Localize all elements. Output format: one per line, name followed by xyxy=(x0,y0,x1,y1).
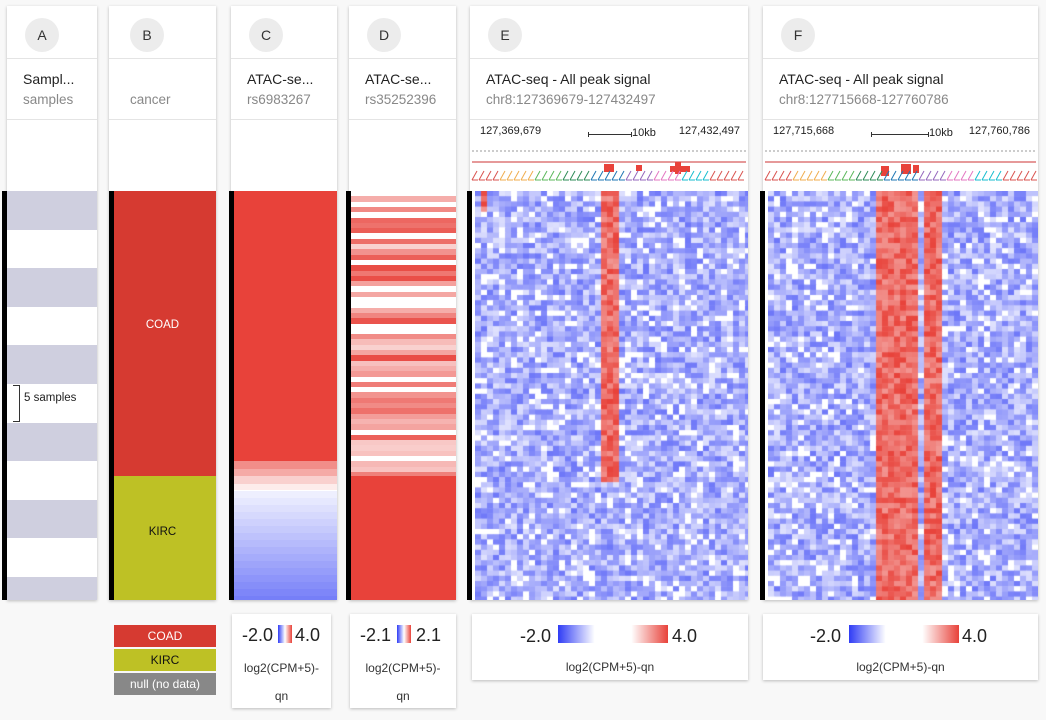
column-badge[interactable]: A xyxy=(25,18,59,52)
column-rs6983267[interactable]: C ATAC-se... rs6983267 xyxy=(231,6,337,600)
cancer-kirc-label: KIRC xyxy=(148,526,177,538)
column-peak-signal-e[interactable]: E ATAC-seq - All peak signal chr8:127369… xyxy=(470,6,748,600)
column-subtitle: rs6983267 xyxy=(247,92,311,107)
column-title: Sampl... xyxy=(23,71,75,87)
heatmap-rs35252396[interactable] xyxy=(349,191,456,600)
legend-max: 4.0 xyxy=(962,626,988,646)
group-bar xyxy=(760,191,765,600)
group-bar xyxy=(229,191,234,600)
gene-track[interactable] xyxy=(763,144,1038,191)
legend-gradient xyxy=(397,625,411,643)
cancer-coad-label: COAD xyxy=(145,319,180,331)
column-badge[interactable]: B xyxy=(130,18,164,52)
column-title: ATAC-seq - All peak signal xyxy=(486,71,651,87)
legend-gradient xyxy=(278,625,292,643)
legend-item-kirc[interactable]: KIRC xyxy=(114,649,216,671)
track-start-coord: 127,369,679 xyxy=(480,125,542,137)
scale-bar xyxy=(871,132,929,137)
track-end-coord: 127,760,786 xyxy=(968,125,1030,137)
legend-label-cont: qn xyxy=(274,689,289,703)
legend-peak-signal-e: -2.0 4.0 log2(CPM+5)-qn xyxy=(472,614,748,680)
samples-stripes[interactable] xyxy=(7,191,97,600)
group-bar xyxy=(2,191,7,600)
column-title: ATAC-se... xyxy=(365,71,432,87)
gene-track[interactable] xyxy=(470,144,748,191)
column-badge[interactable]: C xyxy=(249,18,283,52)
legend-item-null[interactable]: null (no data) xyxy=(114,673,216,695)
column-cancer[interactable]: B cancer COAD KIRC xyxy=(109,6,216,600)
legend-cancer: COAD KIRC null (no data) xyxy=(114,625,216,699)
legend-gradient xyxy=(558,625,668,643)
scale-bar xyxy=(588,132,632,137)
column-subtitle: samples xyxy=(23,92,74,107)
legend-min: -2.0 xyxy=(520,626,552,646)
cancer-coad-block[interactable]: COAD xyxy=(109,191,216,476)
legend-min: -2.0 xyxy=(242,625,274,645)
legend-label: log2(CPM+5)-qn xyxy=(565,660,655,674)
legend-label: log2(CPM+5)- xyxy=(243,661,320,675)
legend-label: log2(CPM+5)-qn xyxy=(856,660,945,674)
legend-label: log2(CPM+5)- xyxy=(365,661,441,675)
cancer-kirc-block[interactable]: KIRC xyxy=(109,476,216,600)
track-end-coord: 127,432,497 xyxy=(678,125,740,137)
legend-gradient xyxy=(849,625,959,643)
column-badge[interactable]: D xyxy=(367,18,401,52)
legend-max: 4.0 xyxy=(295,625,321,645)
column-samples[interactable]: A Sampl... samples 5 samples xyxy=(7,6,97,600)
column-peak-signal-f[interactable]: F ATAC-seq - All peak signal chr8:127715… xyxy=(763,6,1038,600)
group-bar xyxy=(467,191,472,600)
column-rs35252396[interactable]: D ATAC-se... rs35252396 xyxy=(349,6,456,600)
heatmap-rs6983267[interactable] xyxy=(231,191,337,600)
heatmap-peak-signal-e[interactable] xyxy=(475,191,748,600)
column-subtitle: chr8:127369679-127432497 xyxy=(486,92,656,107)
column-title: ATAC-seq - All peak signal xyxy=(779,71,944,87)
column-title: ATAC-se... xyxy=(247,71,314,87)
legend-rs35252396: -2.1 2.1 log2(CPM+5)- qn xyxy=(350,614,456,708)
samples-bracket xyxy=(13,385,20,422)
column-subtitle: cancer xyxy=(130,92,171,107)
group-bar xyxy=(346,191,351,600)
heatmap-peak-signal-f[interactable] xyxy=(768,191,1038,600)
column-subtitle: rs35252396 xyxy=(365,92,437,107)
samples-annotation: 5 samples xyxy=(24,392,77,404)
scale-bar-label: 10kb xyxy=(632,127,656,139)
group-bar xyxy=(109,191,114,600)
legend-min: -2.0 xyxy=(810,626,842,646)
column-subtitle: chr8:127715668-127760786 xyxy=(779,92,949,107)
column-badge[interactable]: F xyxy=(781,18,815,52)
legend-min: -2.1 xyxy=(360,625,392,645)
legend-item-coad[interactable]: COAD xyxy=(114,625,216,647)
legend-max: 4.0 xyxy=(672,626,698,646)
track-start-coord: 127,715,668 xyxy=(773,125,835,137)
scale-bar-label: 10kb xyxy=(929,127,953,139)
legend-rs6983267: -2.0 4.0 log2(CPM+5)- qn xyxy=(232,614,331,708)
legend-max: 2.1 xyxy=(416,625,442,645)
legend-peak-signal-f: -2.0 4.0 log2(CPM+5)-qn xyxy=(763,614,1038,680)
column-badge[interactable]: E xyxy=(488,18,522,52)
legend-label-cont: qn xyxy=(396,689,410,703)
